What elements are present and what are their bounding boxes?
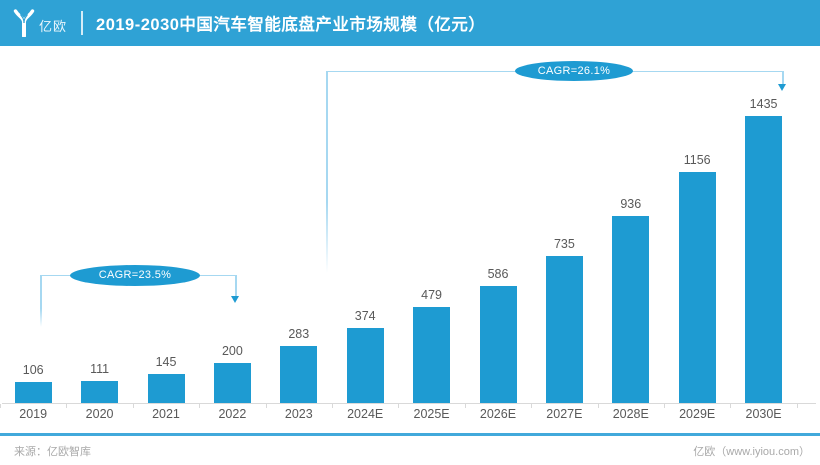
bar bbox=[346, 328, 384, 403]
bar bbox=[81, 381, 119, 403]
bar-value-label: 111 bbox=[90, 362, 110, 376]
bar bbox=[413, 307, 451, 403]
bar-value-label: 936 bbox=[620, 197, 642, 211]
axis-tick bbox=[465, 404, 466, 408]
x-axis-label: 2030E bbox=[745, 407, 782, 421]
bar-value-label: 1435 bbox=[749, 97, 778, 111]
axis-tick bbox=[332, 404, 333, 408]
x-axis-label: 2026E bbox=[479, 407, 517, 421]
axis-tick bbox=[199, 404, 200, 408]
axis-tick bbox=[730, 404, 731, 408]
bar bbox=[678, 172, 716, 403]
bracket-line bbox=[235, 275, 237, 296]
axis-tick bbox=[664, 404, 665, 408]
site-credit: 亿欧（www.iyiou.com） bbox=[693, 446, 810, 458]
cagr-badge: CAGR=26.1% bbox=[515, 61, 633, 81]
bar bbox=[213, 363, 251, 403]
bar bbox=[147, 374, 185, 403]
bracket-line bbox=[326, 71, 328, 273]
bar-value-label: 283 bbox=[288, 327, 310, 341]
bracket-line bbox=[782, 71, 784, 84]
axis-tick bbox=[266, 404, 267, 408]
x-axis-label: 2028E bbox=[612, 407, 649, 421]
source-note: 来源：亿欧智库 bbox=[14, 446, 91, 458]
bar bbox=[545, 256, 583, 403]
arrow-down-icon bbox=[778, 84, 787, 91]
bar bbox=[280, 346, 318, 403]
header: 亿欧 2019-2030中国汽车智能底盘产业市场规模（亿元） bbox=[0, 0, 820, 46]
chart-area: 106 2019 111 2020 145 2021 200 2022 283 2023 374 20… bbox=[0, 46, 820, 465]
bar-value-label: 106 bbox=[22, 363, 44, 377]
x-axis-label: 2021 bbox=[152, 407, 180, 421]
page-title: 2019-2030中国汽车智能底盘产业市场规模（亿元） bbox=[96, 16, 486, 34]
x-axis-label: 2027E bbox=[546, 407, 583, 421]
axis-tick bbox=[133, 404, 134, 408]
axis-tick bbox=[598, 404, 599, 408]
x-axis-label: 2024E bbox=[347, 407, 384, 421]
x-axis-label: 2019 bbox=[19, 407, 48, 421]
bar-value-label: 145 bbox=[155, 355, 177, 369]
bar bbox=[612, 216, 650, 403]
axis-tick bbox=[797, 404, 798, 408]
x-axis-label: 2022 bbox=[218, 407, 247, 421]
header-divider bbox=[81, 11, 84, 35]
bar bbox=[745, 116, 783, 403]
bar bbox=[14, 382, 52, 403]
x-axis-label: 2029E bbox=[679, 407, 716, 421]
x-axis bbox=[2, 403, 816, 404]
footer-divider bbox=[0, 433, 820, 436]
arrow-down-icon bbox=[231, 296, 240, 303]
bar-value-label: 735 bbox=[553, 237, 575, 251]
bar-value-label: 200 bbox=[221, 344, 243, 358]
brand-y-icon bbox=[13, 9, 35, 37]
x-axis-label: 2023 bbox=[284, 407, 313, 421]
axis-tick bbox=[66, 404, 67, 408]
axis-tick bbox=[398, 404, 399, 408]
cagr-badge: CAGR=23.5% bbox=[70, 264, 200, 286]
axis-tick bbox=[531, 404, 532, 408]
bar-value-label: 374 bbox=[354, 309, 376, 323]
bar-value-label: 586 bbox=[487, 267, 509, 281]
brand-text: 亿欧 bbox=[39, 19, 68, 34]
x-axis-label: 2025E bbox=[413, 407, 450, 421]
axis-tick bbox=[0, 404, 1, 408]
x-axis-label: 2020 bbox=[85, 407, 114, 421]
bar bbox=[479, 286, 517, 403]
bar-value-label: 479 bbox=[421, 288, 443, 302]
brand-logo: 亿欧 bbox=[12, 9, 67, 37]
bracket-line bbox=[40, 275, 42, 327]
bar-value-label: 1156 bbox=[683, 153, 711, 167]
